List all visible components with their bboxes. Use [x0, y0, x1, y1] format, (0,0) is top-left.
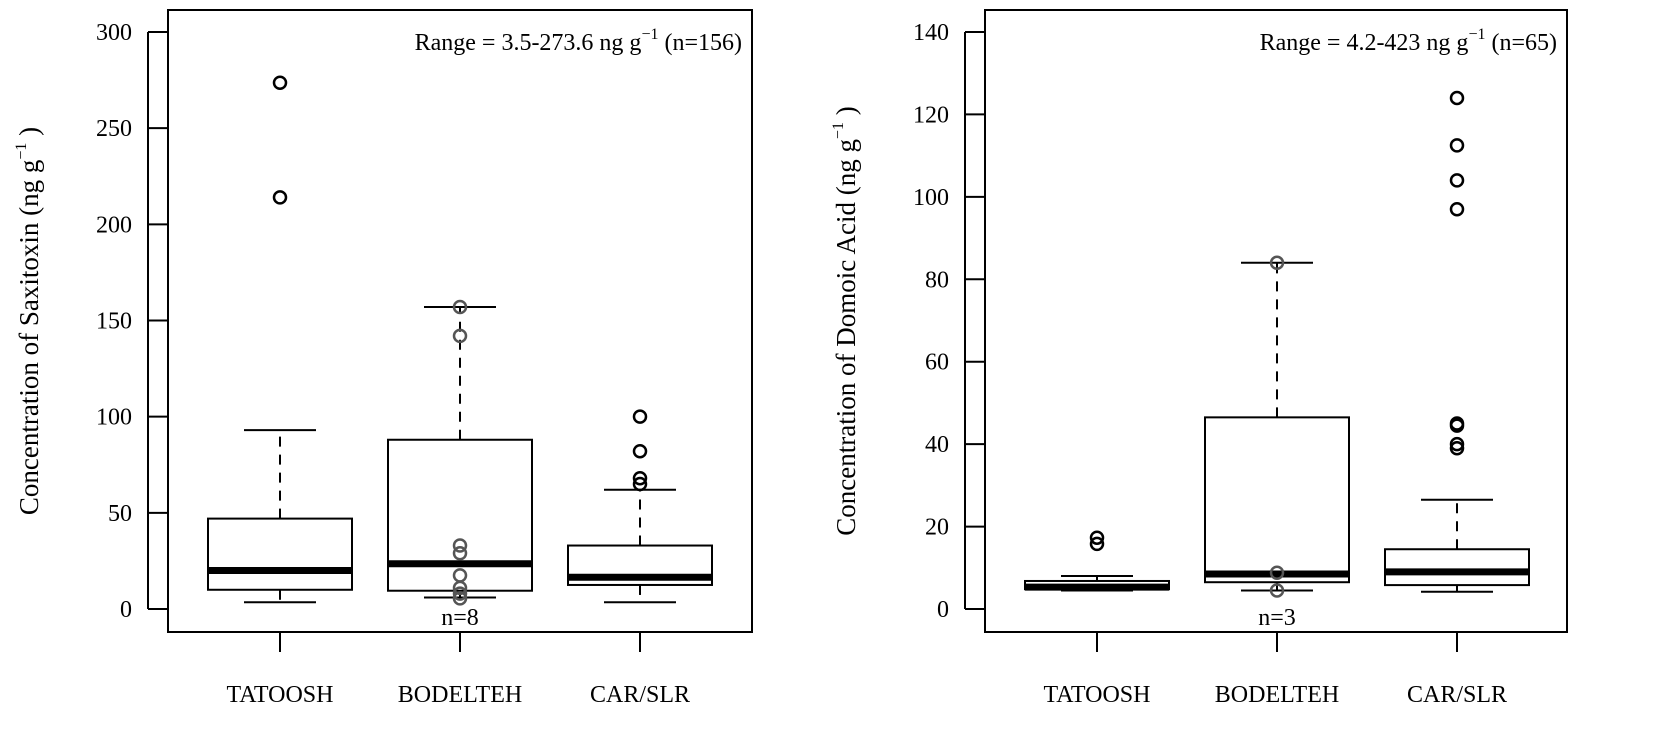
range-annotation-sup: −1: [1468, 26, 1485, 43]
overlay-point: [452, 591, 468, 606]
domoic-acid-panel: 0 20 40 60 80 100 120 140 Concentration of Domoi…: [830, 9, 1568, 708]
box-bodelteh: n=8: [387, 299, 533, 631]
outlier-point: [452, 299, 468, 315]
y-axis-title: Concentration of Domoic Acid (ng g−1 ): [830, 106, 861, 535]
y-axis-title-text: Concentration of Domoic Acid (ng g: [831, 139, 861, 536]
range-annotation-text: Range = 3.5-273.6 ng g: [415, 30, 642, 56]
range-annotation: Range = 4.2-423 ng g−1 (n=65): [1260, 26, 1557, 56]
x-category-label: TATOOSH: [227, 682, 334, 708]
y-tick-label: 50: [108, 501, 132, 527]
outlier-point: [632, 476, 648, 492]
overlay-point: [452, 538, 468, 553]
outlier-point: [452, 328, 468, 344]
y-tick-label: 150: [96, 309, 132, 335]
outlier-point: [1449, 138, 1465, 153]
overlay-point: [452, 568, 468, 583]
x-category-label: TATOOSH: [1044, 682, 1151, 708]
y-axis-title-close: ): [831, 106, 861, 122]
outlier-point: [632, 444, 648, 459]
y-tick-label: 60: [925, 350, 949, 376]
y-axis-title-text: Concentration of Saxitoxin (ng g: [14, 160, 44, 515]
sample-size-label: n=8: [441, 605, 479, 631]
y-axis-title-close: ): [14, 127, 44, 143]
outlier-point: [272, 75, 288, 91]
iqr-box: [1384, 548, 1530, 587]
sample-size-label: n=3: [1258, 605, 1296, 631]
y-tick-label: 300: [96, 20, 132, 46]
y-axis-title-sup: −1: [830, 122, 847, 139]
overlay-point: [452, 545, 468, 561]
saxitoxin-panel: 0 50 100 150 200 250 300 Concentration of Saxit…: [13, 9, 753, 708]
y-tick-label: 140: [913, 20, 949, 46]
y-tick-label: 200: [96, 212, 132, 238]
overlay-point: [1269, 565, 1285, 580]
range-annotation-tail: (n=65): [1485, 30, 1557, 56]
outlier-point: [632, 409, 648, 424]
outlier-point: [1449, 201, 1465, 217]
x-category-label: CAR/SLR: [590, 682, 690, 708]
range-annotation-tail: (n=156): [658, 30, 742, 56]
y-tick-label: 20: [925, 515, 949, 541]
outlier-point: [1449, 436, 1465, 452]
iqr-box: [1204, 416, 1350, 584]
outlier-point: [1449, 441, 1465, 456]
outlier-point: [272, 190, 288, 205]
y-tick-label: 40: [925, 432, 949, 458]
range-annotation-text: Range = 4.2-423 ng g: [1260, 30, 1469, 56]
y-tick-label: 0: [937, 597, 949, 623]
box-carslr: [567, 409, 713, 604]
range-annotation-sup: −1: [641, 26, 658, 43]
x-category-label: BODELTEH: [398, 682, 522, 708]
overlay-point: [452, 586, 468, 601]
y-tick-label: 100: [96, 405, 132, 431]
y-tick-label: 120: [913, 102, 949, 128]
box-tatoosh: [1024, 530, 1170, 592]
box-tatoosh: [207, 75, 353, 604]
y-tick-label: 80: [925, 267, 949, 293]
outlier-point: [1089, 530, 1105, 545]
outlier-point: [1449, 173, 1465, 188]
outlier-point: [1269, 255, 1285, 271]
range-annotation: Range = 3.5-273.6 ng g−1 (n=156): [415, 26, 742, 56]
iqr-box: [207, 517, 353, 591]
y-tick-label: 100: [913, 185, 949, 211]
overlay-point: [1269, 583, 1285, 598]
outlier-point: [632, 470, 648, 486]
x-category-label: CAR/SLR: [1407, 682, 1507, 708]
x-category-label: BODELTEH: [1215, 682, 1339, 708]
y-tick-label: 0: [120, 597, 132, 623]
iqr-box: [387, 438, 533, 592]
outlier-point: [1449, 416, 1465, 431]
box-carslr: [1384, 90, 1530, 593]
y-axis-title: Concentration of Saxitoxin (ng g−1 ): [13, 127, 44, 515]
y-axis-title-sup: −1: [13, 143, 30, 160]
box-bodelteh: n=3: [1204, 255, 1350, 631]
outlier-point: [1449, 90, 1465, 106]
outlier-point: [1089, 536, 1105, 552]
y-tick-label: 250: [96, 116, 132, 142]
